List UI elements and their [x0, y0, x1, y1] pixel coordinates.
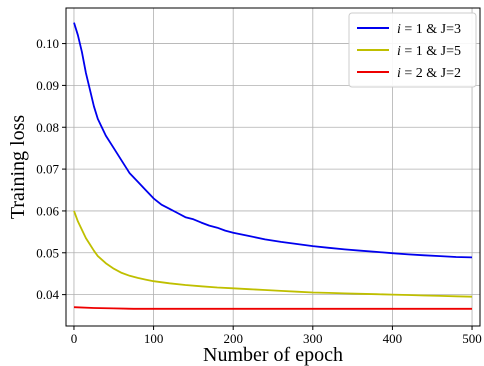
legend-label-math: i: [397, 66, 401, 81]
y-tick-label: 0.05: [36, 245, 59, 260]
x-tick-label: 300: [303, 331, 323, 346]
series-line-3: [73, 306, 472, 310]
legend: i = 1 & J=3i = 1 & J=5i = 2 & J=2: [348, 12, 477, 88]
legend-label-text: = 1 & J=5: [401, 44, 461, 59]
series-line-2: [73, 210, 473, 298]
series-group: [73, 22, 473, 310]
legend-label-text: = 2 & J=2: [401, 66, 461, 81]
x-tick-label: 500: [462, 331, 482, 346]
legend-label-3: i = 2 & J=2: [397, 66, 461, 81]
legend-label-2: i = 1 & J=5: [397, 44, 461, 59]
series-line-1: [73, 22, 473, 259]
legend-box: [348, 12, 477, 88]
y-tick-label: 0.10: [36, 36, 59, 51]
plot-frame: [65, 7, 481, 327]
x-tick-label: 200: [223, 331, 243, 346]
y-tick-label: 0.06: [36, 203, 59, 218]
legend-label-math: i: [397, 22, 401, 37]
legend-label-math: i: [397, 44, 401, 59]
x-tick-label: 100: [144, 331, 164, 346]
legend-label-text: = 1 & J=3: [401, 22, 461, 37]
y-tick-label: 0.08: [36, 120, 59, 135]
y-tick-label: 0.07: [36, 162, 59, 177]
x-axis-label: Number of epoch: [203, 344, 343, 366]
legend-label-1: i = 1 & J=3: [397, 22, 461, 37]
x-tick-label: 400: [383, 331, 403, 346]
y-tick-label: 0.09: [36, 78, 59, 93]
x-tick-label: 0: [71, 331, 78, 346]
axis-ticks: 0 100 200 300 400 500 0.04 0.05 0.06 0.07 0.08 0.09…: [36, 36, 482, 346]
y-tick-label: 0.04: [36, 287, 59, 302]
y-axis-label: Training loss: [7, 115, 29, 220]
